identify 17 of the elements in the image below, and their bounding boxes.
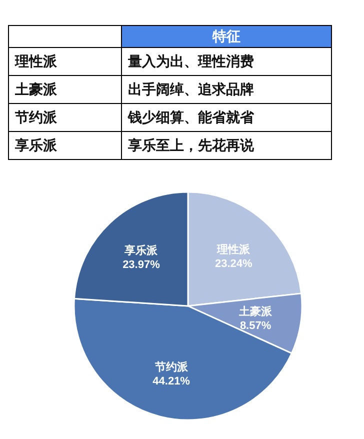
text: 出手阔绰、追求品牌: [122, 76, 332, 104]
category-label: 节约派: [15, 108, 57, 124]
slice-label: 理性派: [216, 243, 252, 256]
text: 特征: [122, 26, 332, 48]
category-label: 土豪派: [15, 80, 57, 96]
data-label: 23.97%: [122, 259, 160, 272]
data-label: 23.24%: [214, 258, 252, 270]
data-label: 8.57%: [240, 320, 272, 332]
slice-label: 土豪派: [238, 304, 274, 318]
slice-label: 节约派: [154, 360, 189, 374]
text: 钱少细算、能省就省: [122, 104, 332, 132]
slice-label: 享乐派: [124, 244, 159, 258]
text: 享乐至上，先花再说: [122, 132, 332, 160]
data-label: 44.21%: [152, 375, 190, 388]
text: 量入为出、理性消费: [122, 48, 332, 76]
slice-label: 享乐派: [8, 132, 122, 160]
category-label: 理性派: [15, 52, 57, 68]
